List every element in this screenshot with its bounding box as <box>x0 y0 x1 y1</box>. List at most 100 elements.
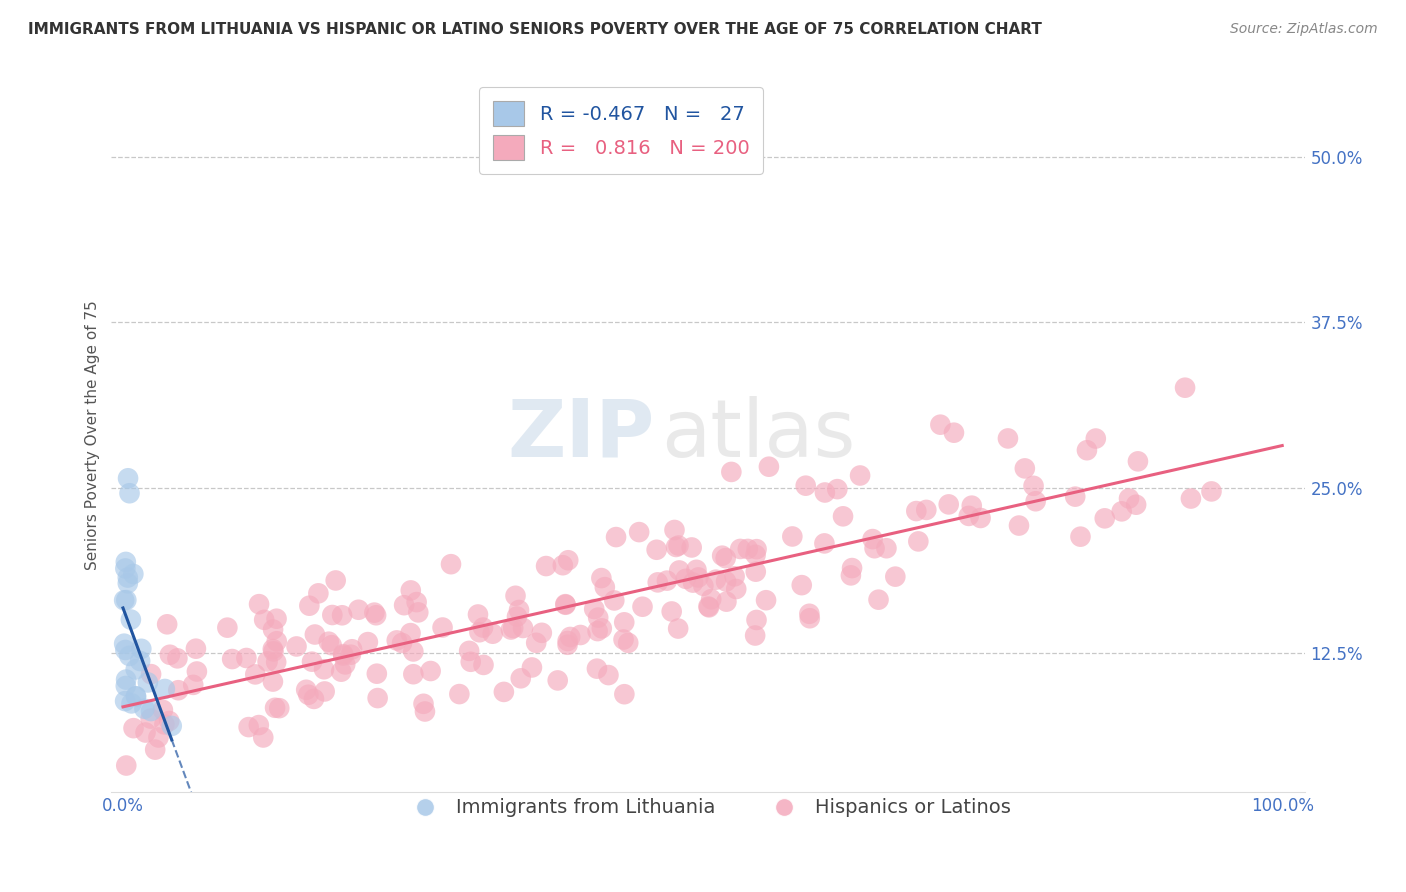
Point <box>121 697 143 711</box>
Text: IMMIGRANTS FROM LITHUANIA VS HISPANIC OR LATINO SENIORS POVERTY OVER THE AGE OF : IMMIGRANTS FROM LITHUANIA VS HISPANIC OR… <box>28 22 1042 37</box>
Point <box>863 541 886 556</box>
Point <box>340 642 363 657</box>
Point <box>247 597 270 611</box>
Point <box>583 602 606 616</box>
Point <box>135 725 157 739</box>
Point <box>307 586 329 600</box>
Point <box>114 694 136 708</box>
Point <box>714 551 737 566</box>
Point <box>668 539 690 553</box>
Point <box>905 504 928 518</box>
Point <box>745 613 768 627</box>
Point <box>458 644 481 658</box>
Point <box>247 718 270 732</box>
Point <box>117 576 139 591</box>
Point <box>1025 494 1047 508</box>
Point <box>256 655 278 669</box>
Point <box>725 582 748 596</box>
Point <box>557 553 579 567</box>
Point <box>1014 461 1036 475</box>
Point <box>340 648 363 662</box>
Point <box>295 682 318 697</box>
Point <box>112 593 135 607</box>
Point <box>304 627 326 641</box>
Point <box>960 499 983 513</box>
Point <box>1064 490 1087 504</box>
Point <box>285 640 308 654</box>
Point <box>262 623 284 637</box>
Point <box>122 721 145 735</box>
Point <box>794 478 817 492</box>
Point <box>681 541 703 555</box>
Point <box>720 465 742 479</box>
Point <box>692 579 714 593</box>
Point <box>297 688 319 702</box>
Point <box>520 660 543 674</box>
Point <box>148 731 170 745</box>
Point <box>184 641 207 656</box>
Point <box>598 668 620 682</box>
Point <box>332 648 354 663</box>
Point <box>217 621 239 635</box>
Point <box>492 685 515 699</box>
Point <box>612 632 634 647</box>
Point <box>813 536 835 550</box>
Point <box>117 570 139 584</box>
Point <box>628 525 651 540</box>
Point <box>613 615 636 630</box>
Point <box>617 636 640 650</box>
Point <box>755 593 778 607</box>
Point <box>136 675 159 690</box>
Point <box>862 532 884 546</box>
Point <box>115 673 138 687</box>
Point <box>1076 443 1098 458</box>
Point <box>117 471 139 485</box>
Point <box>714 574 737 589</box>
Point <box>799 607 821 621</box>
Point <box>118 648 141 663</box>
Point <box>114 555 136 569</box>
Point <box>302 692 325 706</box>
Point <box>399 626 422 640</box>
Point <box>1069 530 1091 544</box>
Point <box>586 610 609 624</box>
Point <box>405 595 427 609</box>
Point <box>832 509 855 524</box>
Point <box>716 594 738 608</box>
Y-axis label: Seniors Poverty Over the Age of 75: Seniors Poverty Over the Age of 75 <box>86 300 100 570</box>
Point <box>884 569 907 583</box>
Point <box>139 704 162 718</box>
Point <box>314 684 336 698</box>
Point <box>252 731 274 745</box>
Point <box>744 628 766 642</box>
Point <box>1201 484 1223 499</box>
Point <box>551 558 574 573</box>
Point <box>682 575 704 590</box>
Point <box>700 592 723 607</box>
Point <box>547 673 569 688</box>
Point <box>391 636 413 650</box>
Point <box>402 667 425 681</box>
Point <box>603 593 626 607</box>
Point <box>114 561 136 575</box>
Point <box>408 606 430 620</box>
Point <box>841 561 863 575</box>
Point <box>235 651 257 665</box>
Point <box>157 714 180 728</box>
Point <box>357 635 380 649</box>
Point <box>1084 432 1107 446</box>
Point <box>509 671 531 685</box>
Point <box>367 691 389 706</box>
Point <box>799 611 821 625</box>
Point <box>631 599 654 614</box>
Point <box>472 621 495 635</box>
Point <box>298 599 321 613</box>
Point <box>591 571 613 585</box>
Point <box>745 565 768 579</box>
Point <box>186 665 208 679</box>
Point <box>593 580 616 594</box>
Point <box>790 578 813 592</box>
Point <box>115 758 138 772</box>
Point <box>1094 511 1116 525</box>
Point <box>499 623 522 637</box>
